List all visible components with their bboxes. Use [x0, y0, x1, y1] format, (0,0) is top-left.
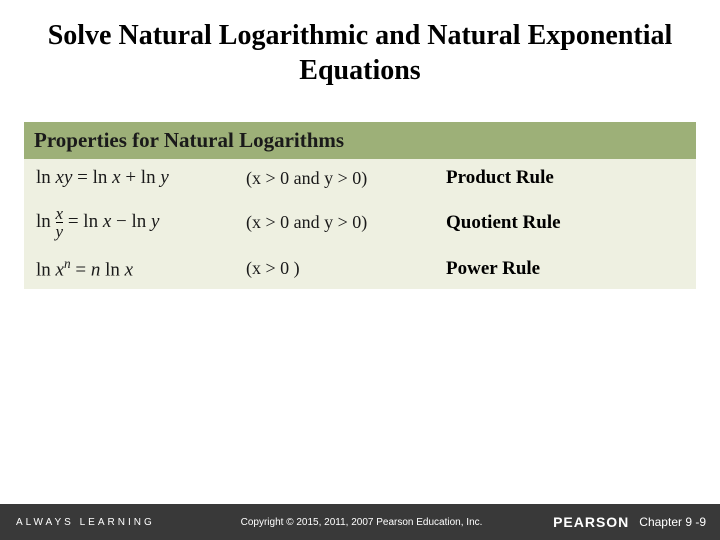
- rules-table: ln xy = ln x + ln y (x > 0 and y > 0) Pr…: [24, 159, 696, 289]
- rule-row-quotient: ln xy = ln x − ln y (x > 0 and y > 0) Qu…: [24, 197, 696, 248]
- quotient-formula: ln xy = ln x − ln y: [36, 205, 246, 240]
- quotient-condition: (x > 0 and y > 0): [246, 212, 446, 233]
- copyright-text: Copyright © 2015, 2011, 2007 Pearson Edu…: [180, 517, 543, 528]
- rule-row-power: ln xn = n ln x (x > 0 ) Power Rule: [24, 248, 696, 289]
- content-area: Properties for Natural Logarithms ln xy …: [0, 94, 720, 289]
- power-formula: ln xn = n ln x: [36, 256, 246, 281]
- footer-bar: ALWAYS LEARNING Copyright © 2015, 2011, …: [0, 504, 720, 540]
- rule-row-product: ln xy = ln x + ln y (x > 0 and y > 0) Pr…: [24, 159, 696, 197]
- always-learning-text: ALWAYS LEARNING: [0, 517, 180, 528]
- product-formula: ln xy = ln x + ln y: [36, 167, 246, 189]
- power-condition: (x > 0 ): [246, 258, 446, 279]
- power-rule-name: Power Rule: [446, 258, 540, 280]
- pearson-logo: PEARSON: [543, 514, 639, 530]
- product-rule-name: Product Rule: [446, 167, 554, 189]
- section-header: Properties for Natural Logarithms: [24, 122, 696, 159]
- quotient-rule-name: Quotient Rule: [446, 212, 561, 234]
- chapter-label: Chapter 9 -9: [639, 515, 720, 529]
- product-condition: (x > 0 and y > 0): [246, 168, 446, 189]
- slide-title: Solve Natural Logarithmic and Natural Ex…: [0, 0, 720, 94]
